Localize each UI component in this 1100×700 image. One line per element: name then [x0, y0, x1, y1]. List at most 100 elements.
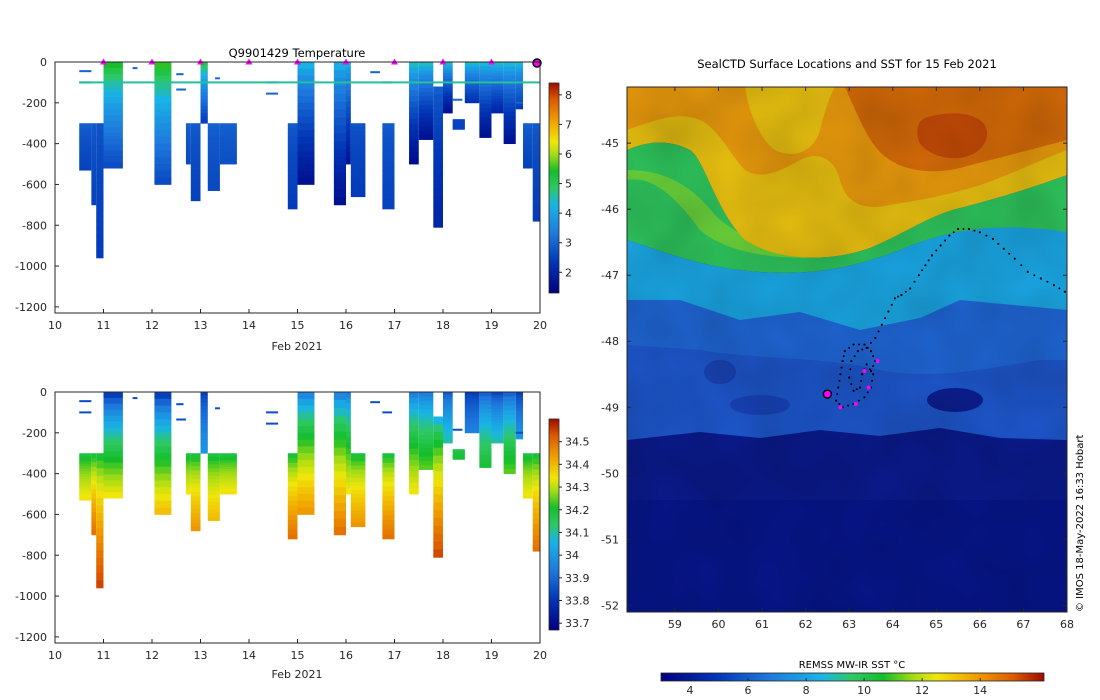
salinity-profile-cell [350, 465, 366, 470]
temperature-profile-cell [333, 196, 346, 206]
temperature-profile-cell [200, 72, 208, 77]
temperature-profile-cell [418, 126, 434, 132]
salinity-profile-cell [91, 453, 97, 459]
salinity-profile-cell [91, 512, 97, 518]
seal-track-point [973, 229, 976, 232]
salinity-profile-cell [491, 409, 504, 413]
temperature-profile-cell [433, 211, 443, 220]
temperature-profile-cell [297, 177, 315, 185]
salinity-profile-cell [382, 496, 395, 502]
temperature-profile-cell [190, 161, 201, 167]
temperature-profile-cell [297, 96, 315, 104]
salinity-profile-cell [382, 481, 395, 487]
salinity-ytick-label: -600 [22, 508, 47, 521]
salinity-profile-cell [491, 400, 504, 404]
temperature-profile-cell [491, 87, 504, 91]
temperature-profile-cell [503, 130, 516, 135]
salinity-profile-cell [154, 398, 172, 407]
temperature-profile-cell [96, 123, 104, 132]
temperature-profile-cell [382, 156, 395, 162]
salinity-profile-cell [433, 455, 443, 464]
temperature-shallow-dash [176, 88, 186, 91]
salinity-profile-cell [287, 481, 298, 487]
temperature-profile-cell [190, 157, 201, 163]
temperature-profile-cell [464, 68, 480, 72]
salinity-profile-cell [443, 437, 453, 441]
temperature-profile-cell [433, 172, 443, 181]
temperature-profile-cell [79, 159, 92, 163]
temperature-colorbar-tick-label: 4 [565, 207, 572, 220]
salinity-profile-cell [297, 453, 315, 461]
temperature-profile-cell [418, 122, 434, 128]
temperature-profile-cell [287, 180, 298, 186]
salinity-profile-cell [515, 407, 524, 411]
temperature-profile-cell [382, 199, 395, 205]
seal-track-point [985, 234, 988, 237]
sst-xtick-label: 68 [1060, 618, 1074, 631]
temperature-profile-cell [503, 111, 516, 117]
temperature-profile-cell [346, 147, 351, 154]
salinity-profile-cell [346, 420, 351, 427]
temperature-profile-cell [515, 98, 524, 102]
salinity-colorbar-tick-label: 34.4 [565, 458, 590, 471]
temperature-profile-cell [418, 105, 434, 110]
sst-map-axes-box [626, 86, 1068, 613]
salinity-shallow-dash [382, 411, 393, 414]
salinity-profile-cell [96, 580, 104, 589]
salinity-profile-cell [409, 426, 419, 433]
temperature-profile-cell [503, 93, 516, 99]
salinity-profile-cell [96, 498, 104, 506]
temperature-profile-cell [503, 62, 516, 67]
temperature-profile-cell [433, 133, 443, 142]
temperature-profile-cell [297, 75, 315, 83]
temperature-profile-cell [479, 129, 492, 134]
salinity-profile-cell [350, 522, 366, 528]
seal-track-point [913, 280, 916, 283]
salinity-profile-cell [333, 423, 346, 433]
temperature-profile-cell [479, 91, 492, 96]
temperature-profile-cell [532, 161, 540, 168]
seal-track-point [997, 242, 1000, 245]
salinity-profile-cell [287, 462, 298, 468]
temperature-profile-cell [185, 143, 191, 147]
temperature-profile-cell [523, 145, 533, 149]
salinity-profile-cell [532, 507, 540, 514]
salinity-profile-cell [96, 460, 104, 469]
salinity-profile-cell [443, 431, 453, 435]
temperature-profile-cell [79, 146, 92, 150]
temperature-profile-cell [154, 157, 172, 165]
salinity-profile-cell [523, 465, 533, 469]
temperature-profile-cell [207, 149, 220, 154]
salinity-profile-cell [207, 490, 220, 495]
salinity-profile-cell [154, 460, 172, 468]
salinity-profile-cell [91, 525, 97, 531]
salinity-profile-cell [515, 410, 524, 414]
salinity-profile-cell [297, 405, 315, 413]
temperature-profile-cell [79, 151, 92, 155]
salinity-profile-cell [96, 453, 104, 462]
temperature-profile-cell [96, 153, 104, 162]
salinity-profile-cell [200, 419, 208, 424]
salinity-profile-cell [433, 526, 443, 535]
salinity-profile-cell [91, 494, 97, 499]
salinity-profile-cell [91, 530, 97, 536]
salinity-profile-cell [452, 450, 465, 452]
temperature-profile-cell [515, 69, 524, 73]
salinity-profile-cell [346, 454, 351, 461]
temperature-profile-cell [433, 149, 443, 158]
salinity-profile-cell [452, 451, 465, 453]
temperature-profile-cell [443, 98, 453, 103]
salinity-profile-cell [491, 394, 504, 399]
temperature-xtick-label: 12 [145, 319, 159, 332]
salinity-profile-cell [154, 426, 172, 434]
temperature-profile-cell [91, 191, 97, 197]
temperature-profile-cell [479, 87, 492, 92]
temperature-axes: 10 11 12 13 14 15 16 17 18 19 20 0 -200 -400 -600 -800 -… [15, 56, 547, 332]
temperature-profile-cell [200, 89, 208, 94]
salinity-profile-cell [523, 488, 533, 492]
temperature-profile-cell [523, 158, 533, 162]
salinity-profile-cell [350, 453, 366, 458]
temperature-profile-cell [154, 109, 172, 117]
salinity-profile-cell [409, 465, 419, 472]
seal-track-point [1013, 257, 1016, 260]
